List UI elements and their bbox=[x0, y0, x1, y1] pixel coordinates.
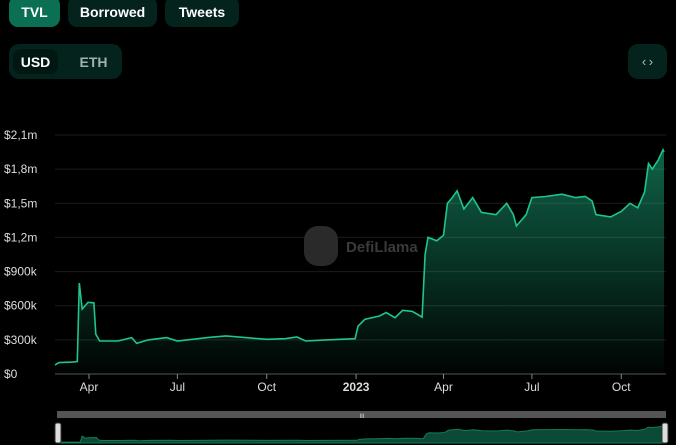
currency-usd-button[interactable]: USD bbox=[13, 49, 58, 74]
x-tick-label: Jul bbox=[524, 380, 539, 394]
y-tick-label: $1,8m bbox=[4, 162, 37, 176]
range-slider[interactable]: III bbox=[54, 411, 669, 444]
x-tick-label: Apr bbox=[434, 380, 453, 394]
slider-right-handle[interactable] bbox=[661, 422, 669, 444]
x-tick-label: Oct bbox=[257, 380, 276, 394]
x-tick-label: Apr bbox=[80, 380, 99, 394]
slider-left-handle[interactable] bbox=[54, 422, 62, 444]
y-tick-label: $600k bbox=[4, 299, 38, 313]
y-tick-label: $1,5m bbox=[4, 196, 37, 210]
currency-toggle: USD ETH bbox=[9, 44, 122, 79]
watermark-text: DefiLlama bbox=[346, 239, 418, 256]
y-tick-label: $1,2m bbox=[4, 230, 37, 244]
y-tick-label: $0 bbox=[4, 367, 18, 381]
tab-borrowed[interactable]: Borrowed bbox=[68, 0, 157, 27]
tab-tweets[interactable]: Tweets bbox=[165, 0, 239, 27]
tvl-line bbox=[54, 147, 665, 366]
embed-button[interactable]: ‹ › bbox=[628, 44, 667, 79]
slider-track[interactable] bbox=[57, 411, 666, 418]
x-tick-label: Jul bbox=[170, 380, 185, 394]
watermark: DefiLlama bbox=[304, 226, 418, 266]
x-tick-label: Oct bbox=[612, 380, 631, 394]
svg-text:III: III bbox=[359, 414, 364, 420]
code-brackets-icon: ‹ › bbox=[641, 54, 654, 69]
y-tick-label: $900k bbox=[4, 265, 38, 279]
slider-preview bbox=[57, 425, 665, 444]
y-tick-label: $300k bbox=[4, 333, 38, 347]
y-tick-label: $2,1m bbox=[4, 128, 37, 142]
tab-tvl[interactable]: TVL bbox=[9, 0, 60, 27]
currency-eth-button[interactable]: ETH bbox=[79, 53, 108, 70]
tvl-area bbox=[55, 149, 664, 374]
x-tick-label: 2023 bbox=[343, 380, 370, 394]
